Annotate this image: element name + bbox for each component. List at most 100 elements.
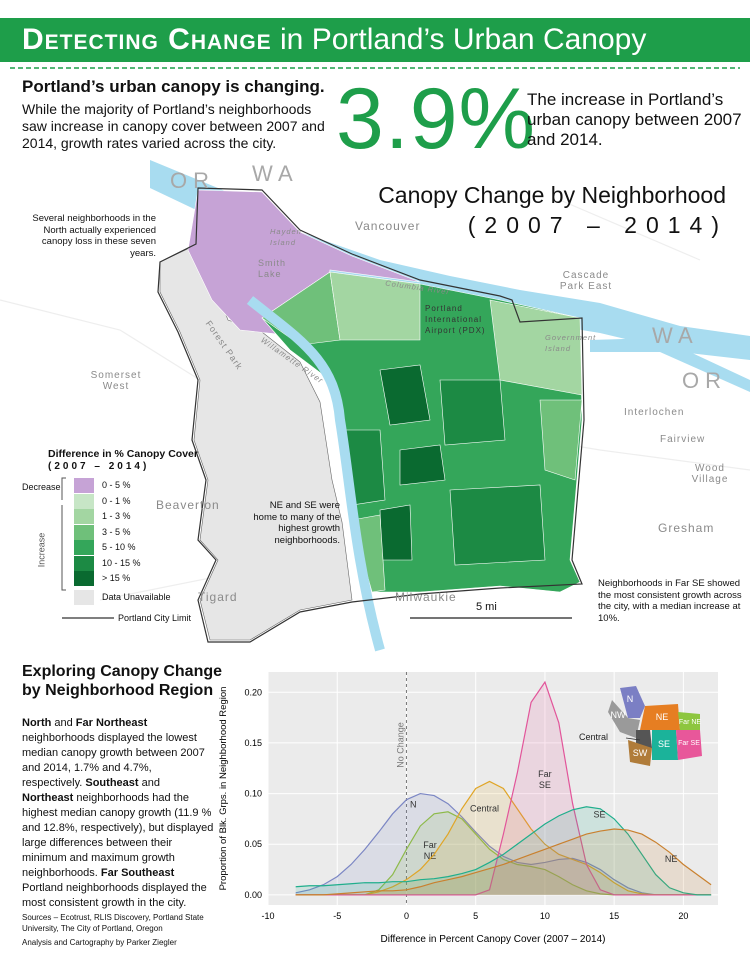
- inset-region: [628, 740, 652, 766]
- legend-swatch: [74, 493, 94, 509]
- series-label: Far SE: [538, 769, 552, 790]
- series-label: Far NE: [423, 840, 437, 861]
- title-bold: Detecting Change: [22, 23, 272, 56]
- place: Smith Lake: [258, 258, 287, 279]
- legend-bracket: [61, 477, 66, 591]
- inset-label: SW: [633, 748, 648, 758]
- intro-heading: Portland’s urban canopy is changing.: [22, 77, 325, 96]
- place: Gresham: [658, 521, 715, 535]
- y-tick-label: 0.05: [244, 839, 262, 849]
- legend-label: 3 - 5 %: [102, 526, 131, 537]
- credit: Analysis and Cartography by Parker Ziegl…: [22, 938, 177, 947]
- map-note: Neighborhoods in Far SE showed the most …: [598, 578, 742, 624]
- density-area: [295, 682, 712, 895]
- place: WA: [652, 323, 699, 348]
- place: Portland International Airport (PDX): [425, 304, 486, 335]
- y-tick-label: 0.00: [244, 890, 262, 900]
- place: OR: [170, 168, 215, 193]
- series-label: SE: [593, 810, 605, 820]
- body-text: Far Northeast: [75, 717, 148, 729]
- inset-region: [678, 712, 700, 730]
- place: Hayden Island: [270, 227, 302, 247]
- reference-label: No Change: [395, 722, 405, 768]
- stat-caption: The increase in Portland’s urban canopy …: [527, 90, 742, 149]
- place: Milwaukie: [395, 590, 457, 604]
- west-side: [159, 243, 353, 641]
- x-tick-label: 0: [404, 911, 409, 921]
- place: WA: [252, 161, 299, 186]
- body-text: neighborhoods displayed the lowest media…: [22, 732, 205, 789]
- legend-label: 0 - 1 %: [102, 495, 131, 506]
- legend-label: 5 - 10 %: [102, 542, 136, 552]
- place: OR: [682, 368, 727, 393]
- inset-region: [652, 730, 678, 760]
- inset-label: Central: [579, 732, 608, 742]
- series-label: N: [410, 800, 417, 810]
- map-note: Several neighborhoods in the North actua…: [32, 213, 156, 259]
- willamette-river: [246, 296, 385, 652]
- place: Interlochen: [624, 407, 685, 418]
- legend-title: Difference in % Canopy Cover: [48, 448, 198, 460]
- x-tick-label: 5: [473, 911, 478, 921]
- legend-swatch: [74, 540, 94, 555]
- inset-label: SE: [658, 739, 670, 749]
- map-subtitle: (2007 – 2014): [467, 212, 728, 238]
- sources: Sources – Ecotrust, RLIS Discovery, Port…: [22, 913, 204, 933]
- title-rest: in Portland’s Urban Canopy: [280, 23, 647, 56]
- legend-label: 10 - 15 %: [102, 557, 141, 568]
- body-text: Far Southeast: [100, 867, 175, 879]
- plot-background: [268, 672, 718, 905]
- legend-swatch: [74, 524, 94, 540]
- body-text: neighborhoods had the highest median can…: [22, 792, 214, 879]
- y-tick-label: 0.10: [244, 789, 262, 799]
- legend-limit: Portland City Limit: [118, 613, 192, 623]
- place: Government Island: [545, 333, 597, 353]
- density-line: [295, 806, 712, 896]
- header-title: Detecting Change in Portland’s Urban Can…: [22, 20, 646, 60]
- legend-increase: Increase: [36, 532, 47, 568]
- place: Wood Village: [691, 463, 729, 485]
- inset-label: NW: [611, 710, 626, 720]
- district: [489, 299, 583, 396]
- density-area: [295, 811, 712, 895]
- y-tick-label: 0.15: [244, 738, 262, 748]
- y-axis-title: Proportion of Blk. Grps. in Neighborhood…: [218, 687, 229, 891]
- density-area: [295, 829, 712, 895]
- density-line: [295, 792, 712, 896]
- map-title: Canopy Change by Neighborhood: [378, 182, 726, 208]
- legend-label: Data Unavailable: [102, 591, 171, 602]
- legend-swatch: [74, 589, 94, 605]
- x-tick-label: -10: [261, 911, 274, 921]
- body-text: and: [138, 777, 160, 789]
- density-line: [295, 828, 712, 896]
- sidebar-heading: Exploring Canopy Change by Neighborhood …: [22, 663, 223, 699]
- x-tick-label: -5: [333, 911, 341, 921]
- inset-region: [640, 704, 680, 730]
- intro-text: While the majority of Portland’s neighbo…: [22, 101, 325, 151]
- scale-label: 5 mi: [476, 601, 497, 613]
- inset-label: Far NE: [679, 719, 702, 726]
- body-text: North: [22, 717, 52, 729]
- density-area: [295, 793, 712, 895]
- river-branch: [590, 338, 750, 392]
- inset-label: N: [627, 694, 634, 704]
- inset-region: [636, 730, 652, 748]
- place: Cascade Park East: [559, 270, 613, 292]
- x-tick-label: 10: [540, 911, 550, 921]
- header-band: [0, 18, 750, 62]
- city-limit: [157, 187, 585, 643]
- body-text: Northeast: [22, 792, 74, 804]
- legend-decrease: Decrease: [22, 482, 61, 492]
- place: Somerset West: [90, 370, 142, 392]
- place: Vancouver: [355, 219, 421, 233]
- map-note: NE and SE were home to many of the highe…: [253, 500, 340, 546]
- inset-region: [608, 700, 640, 738]
- density-area: [295, 806, 712, 895]
- legend-subtitle: (2007 – 2014): [48, 461, 150, 472]
- place: Beaverton: [156, 498, 220, 512]
- legend-label: 0 - 5 %: [102, 480, 131, 490]
- inset-label: Far SE: [678, 740, 700, 747]
- series-label: Central: [470, 803, 499, 813]
- body-text: Southeast: [85, 777, 139, 789]
